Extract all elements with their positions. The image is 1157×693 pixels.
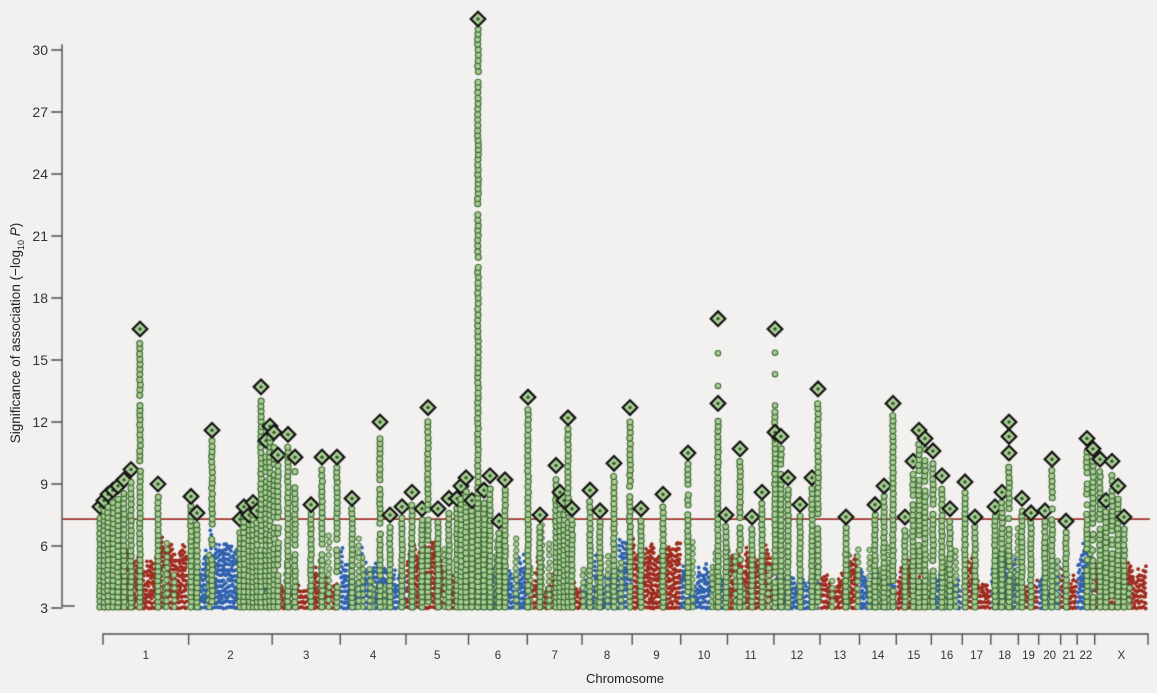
x-tick-label-chr19: 19 [1022,650,1035,662]
y-axis-title: Significance of association (−log10 P) [8,223,26,444]
y-axis-title-close: ) [8,222,24,228]
x-tick-label-chr6: 6 [494,650,502,662]
x-tick-label-chr14: 14 [871,650,885,662]
y-tick-label: 3 [40,600,48,616]
x-tick-label-chr7: 7 [551,650,558,662]
x-tick-label-chr3: 3 [303,650,310,662]
y-tick-label: 9 [40,475,48,492]
x-tick-label-chr16: 16 [940,650,954,662]
y-tick-label: 27 [32,103,48,120]
y-tick-label: 18 [32,289,48,306]
x-tick-label-chr9: 9 [653,650,660,662]
x-tick-label-chr11: 11 [744,650,757,662]
y-tick-label: 6 [40,537,48,554]
x-tick-label-chr22: 22 [1079,650,1093,662]
x-tick-label-chr10: 10 [697,650,711,662]
x-tick-label-chr15: 15 [907,650,921,662]
y-tick-label: 12 [32,413,48,430]
x-tick-label-chr5: 5 [434,650,441,662]
y-tick-label: 21 [32,227,48,244]
x-tick-label-chr13: 13 [833,650,847,662]
x-tick-label-chr17: 17 [970,650,983,662]
x-tick-label-chr4: 4 [369,650,377,662]
x-tick-label-chr1: 1 [142,650,149,662]
x-tick-label-chr8: 8 [603,650,611,662]
x-tick-label-chrX: X [1117,650,1126,662]
x-axis-title: Chromosome [585,671,665,686]
x-tick-label-chr12: 12 [790,650,804,662]
x-tick-label-chr20: 20 [1043,650,1057,662]
x-tick-label-chr21: 21 [1062,650,1076,662]
y-tick-label: 24 [32,165,48,182]
y-tick-label: 30 [32,41,48,58]
x-tick-label-chr2: 2 [227,650,234,662]
y-tick-label: 15 [32,351,48,368]
x-tick-label-chr18: 18 [998,650,1011,662]
